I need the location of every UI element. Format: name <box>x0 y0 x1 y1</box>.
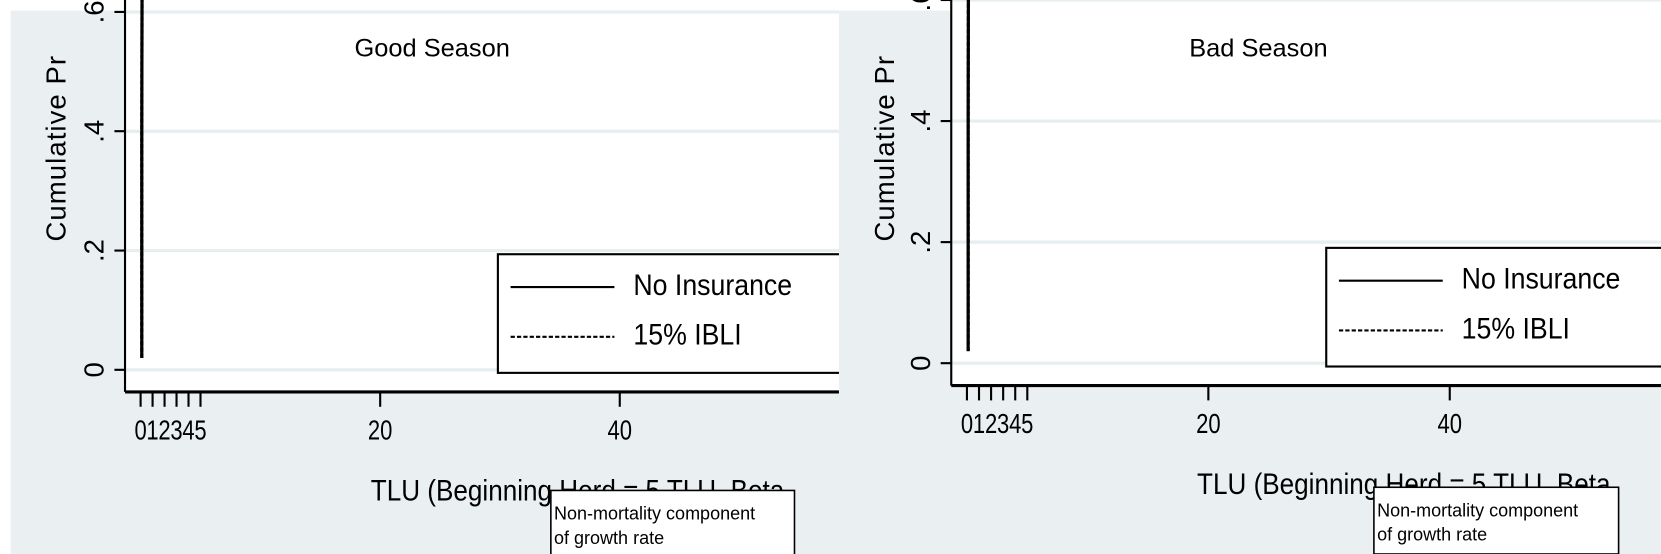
y-tick-label: 0 <box>79 362 110 377</box>
legend-box <box>496 253 839 374</box>
x-tick-label: 0 <box>961 409 973 440</box>
x-tick-label: 40 <box>1437 409 1462 440</box>
x-tick-label: 4 <box>1009 409 1021 440</box>
x-tick-label: 20 <box>1196 409 1221 440</box>
x-tick-label: 20 <box>368 415 393 446</box>
subtitle: Bad Season <box>1189 35 1327 63</box>
y-tick-label: .4 <box>79 120 110 143</box>
x-tick-label: 2 <box>158 415 170 446</box>
annotation-box <box>550 489 796 554</box>
legend-box <box>1325 246 1661 368</box>
legend-label: No Insurance <box>1462 261 1621 295</box>
y-tick-label: .6 <box>79 0 110 23</box>
legend-label: 15% IBLI <box>1462 311 1570 345</box>
x-tick-label: 5 <box>1021 409 1033 440</box>
annotation-box <box>1373 486 1620 554</box>
annotation-text: of growth rate <box>1377 525 1487 545</box>
y-axis-label: Cumulative Pr <box>41 55 72 242</box>
annotation-text: Non-mortality component <box>1377 500 1578 520</box>
subtitle: Good Season <box>355 35 510 63</box>
x-tick-label: 3 <box>997 409 1009 440</box>
y-tick-label: .2 <box>79 239 110 262</box>
x-tick-label: 4 <box>182 415 194 446</box>
x-tick-label: 1 <box>146 415 158 446</box>
annotation-text: of growth rate <box>554 528 664 548</box>
y-axis-label: Cumulative Pr <box>869 55 900 242</box>
x-tick-label: 5 <box>194 415 206 446</box>
y-tick-label: .4 <box>905 110 936 133</box>
legend-label: 15% IBLI <box>633 317 741 351</box>
y-tick-label: 0 <box>905 356 936 371</box>
legend-label: No Insurance <box>633 268 792 302</box>
x-tick-label: 40 <box>608 415 633 446</box>
x-tick-label: 3 <box>170 415 182 446</box>
y-tick-label: .6 <box>905 0 936 11</box>
x-tick-label: 2 <box>985 409 997 440</box>
x-tick-label: 1 <box>973 409 985 440</box>
y-tick-label: .2 <box>905 231 936 254</box>
annotation-text: Non-mortality component <box>554 504 755 524</box>
x-tick-label: 0 <box>134 415 146 446</box>
